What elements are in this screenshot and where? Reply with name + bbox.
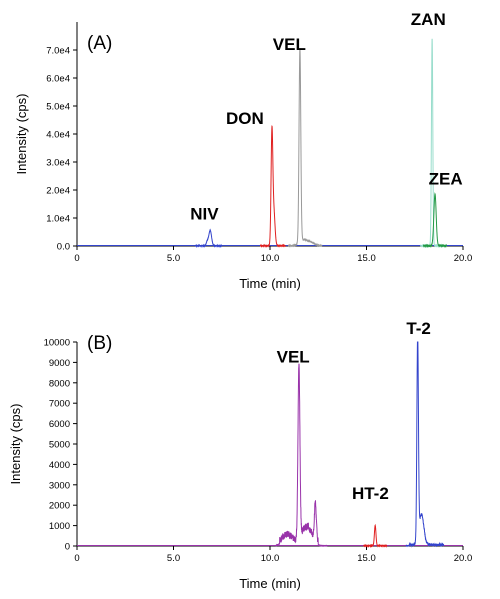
x-tick-label: 20.0 — [454, 553, 473, 564]
y-tick-label: 1000 — [49, 521, 70, 532]
panel-b: 0 5.0 10.0 15.0 20.0 0 1000 2000 3000 4000 5000 600… — [8, 319, 472, 591]
x-tick-label: 5.0 — [167, 253, 180, 264]
y-tick-label: 1.0e4 — [46, 214, 70, 225]
y-tick-label: 2000 — [49, 501, 70, 512]
peak-label-t-2: T-2 — [406, 319, 431, 338]
series-trace-zea — [422, 192, 447, 248]
series-trace-vel — [287, 48, 323, 248]
y-axis-title: Intensity (cps) — [14, 94, 29, 175]
panel-a: 0 5.0 10.0 15.0 20.0 0.0 1.0e4 2.0e4 3.0e4 4.0e4 5… — [14, 10, 472, 291]
y-tick-label: 4000 — [49, 460, 70, 471]
y-tick-label: 2.0e4 — [46, 186, 70, 197]
x-axis-title: Time (min) — [239, 576, 301, 591]
y-tick-label: 3000 — [49, 480, 70, 491]
x-tick-label: 5.0 — [167, 553, 180, 564]
y-tick-label: 3.0e4 — [46, 158, 70, 169]
series-trace-vel — [275, 363, 328, 548]
x-axis-title: Time (min) — [239, 276, 301, 291]
y-tick-label: 6.0e4 — [46, 74, 70, 85]
x-tick-label: 15.0 — [357, 553, 376, 564]
y-tick-label: 5000 — [49, 440, 70, 451]
peak-label-vel: VEL — [277, 347, 310, 366]
y-tick-label: 7000 — [49, 399, 70, 410]
peak-label-don: DON — [226, 109, 264, 128]
x-tick-label: 10.0 — [261, 553, 280, 564]
series-trace-ht-2 — [363, 523, 388, 548]
x-tick-label: 0 — [74, 553, 79, 564]
y-tick-label: 0.0 — [57, 242, 70, 253]
y-axis-title: Intensity (cps) — [8, 404, 23, 485]
x-tick-label: 0 — [74, 253, 79, 264]
peak-label-ht-2: HT-2 — [352, 484, 389, 503]
panel-label: (A) — [87, 33, 112, 54]
panel-label: (B) — [87, 333, 112, 354]
series-trace-don — [259, 124, 286, 248]
y-tick-label: 0 — [65, 542, 70, 553]
y-tick-label: 6000 — [49, 419, 70, 430]
peak-label-zea: ZEA — [429, 169, 463, 188]
y-tick-label: 4.0e4 — [46, 130, 70, 141]
y-tick-label: 9000 — [49, 358, 70, 369]
x-tick-label: 20.0 — [454, 253, 473, 264]
y-tick-label: 8000 — [49, 378, 70, 389]
x-tick-label: 10.0 — [261, 253, 280, 264]
x-tick-label: 15.0 — [357, 253, 376, 264]
peak-label-niv: NIV — [190, 204, 219, 223]
series-trace-zan — [420, 38, 445, 248]
y-tick-label: 10000 — [44, 338, 70, 349]
y-tick-label: 7.0e4 — [46, 46, 70, 57]
series-trace-t-2 — [405, 341, 445, 548]
y-tick-label: 5.0e4 — [46, 102, 70, 113]
series-trace-niv — [195, 228, 223, 248]
peak-label-vel: VEL — [273, 35, 306, 54]
peak-label-zan: ZAN — [411, 10, 446, 29]
